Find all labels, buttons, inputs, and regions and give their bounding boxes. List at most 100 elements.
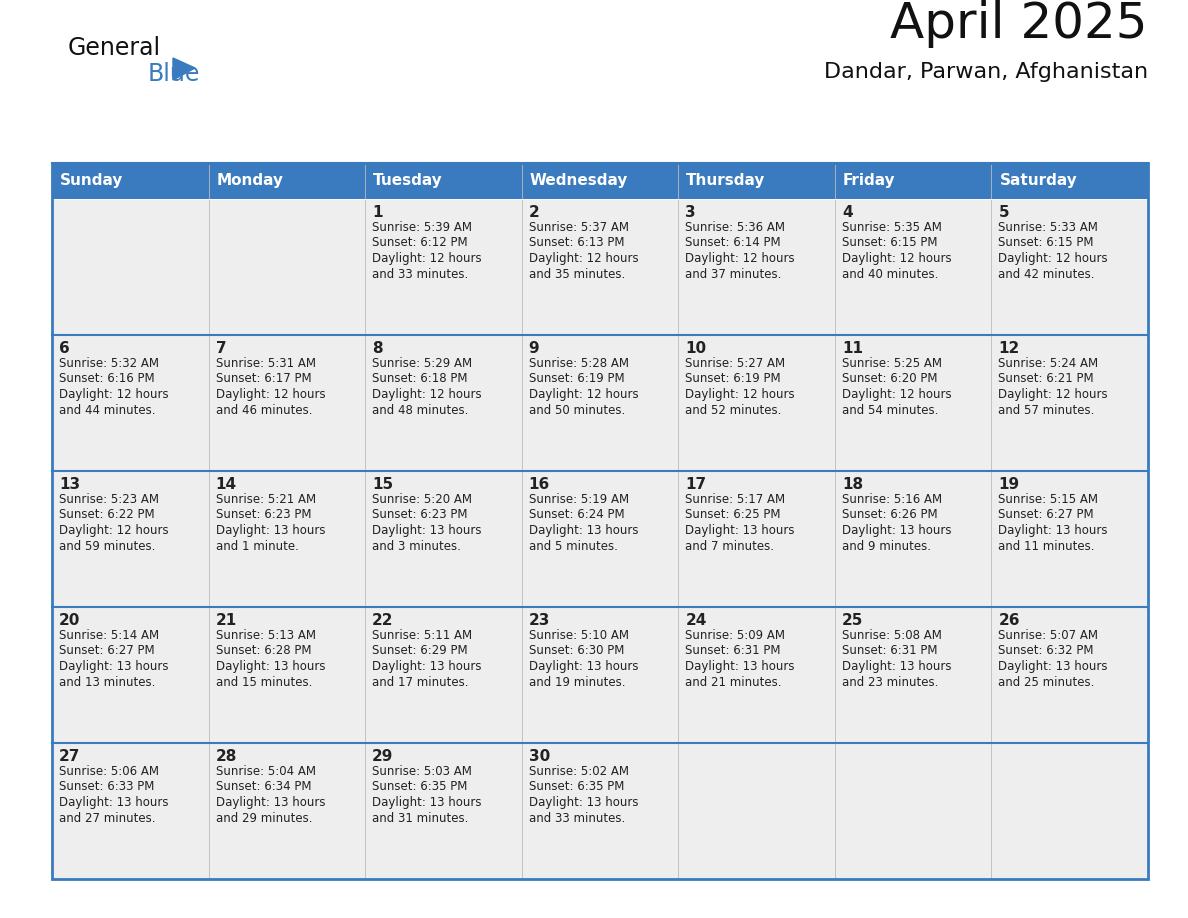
Text: Sunset: 6:16 PM: Sunset: 6:16 PM — [59, 373, 154, 386]
Text: Daylight: 13 hours: Daylight: 13 hours — [215, 796, 326, 809]
Text: Sunrise: 5:27 AM: Sunrise: 5:27 AM — [685, 357, 785, 370]
Text: Daylight: 13 hours: Daylight: 13 hours — [372, 796, 481, 809]
Text: Sunrise: 5:29 AM: Sunrise: 5:29 AM — [372, 357, 473, 370]
Bar — [52, 163, 209, 199]
Text: Wednesday: Wednesday — [530, 174, 628, 188]
Text: Blue: Blue — [148, 62, 201, 86]
Polygon shape — [173, 58, 195, 80]
Text: 1: 1 — [372, 205, 383, 220]
Bar — [678, 163, 835, 199]
Text: Sunset: 6:21 PM: Sunset: 6:21 PM — [998, 373, 1094, 386]
Text: Sunset: 6:34 PM: Sunset: 6:34 PM — [215, 780, 311, 793]
Text: and 25 minutes.: and 25 minutes. — [998, 676, 1095, 688]
Text: Sunset: 6:27 PM: Sunset: 6:27 PM — [59, 644, 154, 657]
Text: and 50 minutes.: and 50 minutes. — [529, 404, 625, 417]
Text: Sunset: 6:28 PM: Sunset: 6:28 PM — [215, 644, 311, 657]
Text: and 1 minute.: and 1 minute. — [215, 540, 298, 553]
Text: Daylight: 13 hours: Daylight: 13 hours — [59, 660, 169, 673]
Text: and 35 minutes.: and 35 minutes. — [529, 267, 625, 281]
Text: and 44 minutes.: and 44 minutes. — [59, 404, 156, 417]
Text: 27: 27 — [59, 749, 81, 764]
Text: and 11 minutes.: and 11 minutes. — [998, 540, 1095, 553]
Text: and 33 minutes.: and 33 minutes. — [529, 812, 625, 824]
Text: 11: 11 — [842, 341, 862, 356]
Text: Daylight: 12 hours: Daylight: 12 hours — [842, 252, 952, 265]
Text: Sunset: 6:29 PM: Sunset: 6:29 PM — [372, 644, 468, 657]
Text: 22: 22 — [372, 613, 393, 628]
Text: and 46 minutes.: and 46 minutes. — [215, 404, 312, 417]
Text: 7: 7 — [215, 341, 226, 356]
Text: 24: 24 — [685, 613, 707, 628]
Text: Sunset: 6:25 PM: Sunset: 6:25 PM — [685, 509, 781, 521]
Text: Sunset: 6:18 PM: Sunset: 6:18 PM — [372, 373, 468, 386]
Text: Sunday: Sunday — [61, 174, 124, 188]
Text: and 21 minutes.: and 21 minutes. — [685, 676, 782, 688]
Text: Sunrise: 5:17 AM: Sunrise: 5:17 AM — [685, 493, 785, 506]
Text: 21: 21 — [215, 613, 236, 628]
Text: 6: 6 — [59, 341, 70, 356]
Text: Sunrise: 5:03 AM: Sunrise: 5:03 AM — [372, 765, 472, 778]
Text: and 33 minutes.: and 33 minutes. — [372, 267, 468, 281]
Text: Thursday: Thursday — [687, 174, 765, 188]
Text: Sunrise: 5:06 AM: Sunrise: 5:06 AM — [59, 765, 159, 778]
Bar — [992, 163, 1148, 199]
Text: Sunset: 6:14 PM: Sunset: 6:14 PM — [685, 237, 781, 250]
Text: Sunset: 6:19 PM: Sunset: 6:19 PM — [685, 373, 781, 386]
Text: Daylight: 13 hours: Daylight: 13 hours — [529, 796, 638, 809]
Text: Daylight: 13 hours: Daylight: 13 hours — [372, 524, 481, 537]
Text: and 15 minutes.: and 15 minutes. — [215, 676, 312, 688]
Text: Sunrise: 5:32 AM: Sunrise: 5:32 AM — [59, 357, 159, 370]
Text: and 52 minutes.: and 52 minutes. — [685, 404, 782, 417]
Text: Tuesday: Tuesday — [373, 174, 443, 188]
Text: 4: 4 — [842, 205, 853, 220]
Text: Sunrise: 5:16 AM: Sunrise: 5:16 AM — [842, 493, 942, 506]
Text: Sunset: 6:23 PM: Sunset: 6:23 PM — [372, 509, 468, 521]
Text: Sunset: 6:31 PM: Sunset: 6:31 PM — [685, 644, 781, 657]
Text: Daylight: 12 hours: Daylight: 12 hours — [372, 388, 482, 401]
Text: Daylight: 13 hours: Daylight: 13 hours — [372, 660, 481, 673]
Text: Sunrise: 5:11 AM: Sunrise: 5:11 AM — [372, 629, 473, 642]
Text: Daylight: 13 hours: Daylight: 13 hours — [685, 524, 795, 537]
Text: Saturday: Saturday — [999, 174, 1078, 188]
Text: Daylight: 13 hours: Daylight: 13 hours — [842, 660, 952, 673]
Text: 29: 29 — [372, 749, 393, 764]
Text: and 27 minutes.: and 27 minutes. — [59, 812, 156, 824]
Text: and 42 minutes.: and 42 minutes. — [998, 267, 1095, 281]
Text: and 31 minutes.: and 31 minutes. — [372, 812, 468, 824]
Text: Sunset: 6:15 PM: Sunset: 6:15 PM — [998, 237, 1094, 250]
Text: Sunrise: 5:31 AM: Sunrise: 5:31 AM — [215, 357, 316, 370]
Text: 25: 25 — [842, 613, 864, 628]
Bar — [209, 163, 365, 199]
Text: Sunrise: 5:28 AM: Sunrise: 5:28 AM — [529, 357, 628, 370]
Text: Dandar, Parwan, Afghanistan: Dandar, Parwan, Afghanistan — [823, 62, 1148, 82]
Text: Daylight: 13 hours: Daylight: 13 hours — [842, 524, 952, 537]
Text: Sunrise: 5:21 AM: Sunrise: 5:21 AM — [215, 493, 316, 506]
Text: Monday: Monday — [216, 174, 284, 188]
Text: Daylight: 12 hours: Daylight: 12 hours — [215, 388, 326, 401]
Text: Daylight: 12 hours: Daylight: 12 hours — [59, 388, 169, 401]
Text: and 40 minutes.: and 40 minutes. — [842, 267, 939, 281]
Text: and 54 minutes.: and 54 minutes. — [842, 404, 939, 417]
Text: and 5 minutes.: and 5 minutes. — [529, 540, 618, 553]
Text: 3: 3 — [685, 205, 696, 220]
Bar — [365, 163, 522, 199]
Text: and 48 minutes.: and 48 minutes. — [372, 404, 468, 417]
Text: Daylight: 12 hours: Daylight: 12 hours — [998, 252, 1108, 265]
Text: Sunset: 6:32 PM: Sunset: 6:32 PM — [998, 644, 1094, 657]
Text: Daylight: 12 hours: Daylight: 12 hours — [529, 252, 638, 265]
Bar — [522, 163, 678, 199]
Text: Daylight: 13 hours: Daylight: 13 hours — [215, 660, 326, 673]
Text: Sunrise: 5:13 AM: Sunrise: 5:13 AM — [215, 629, 316, 642]
Text: Sunrise: 5:07 AM: Sunrise: 5:07 AM — [998, 629, 1099, 642]
Bar — [52, 163, 1148, 879]
Text: and 17 minutes.: and 17 minutes. — [372, 676, 468, 688]
Text: and 37 minutes.: and 37 minutes. — [685, 267, 782, 281]
Text: and 29 minutes.: and 29 minutes. — [215, 812, 312, 824]
Text: and 59 minutes.: and 59 minutes. — [59, 540, 156, 553]
Text: Daylight: 12 hours: Daylight: 12 hours — [59, 524, 169, 537]
Text: 12: 12 — [998, 341, 1019, 356]
Text: Sunset: 6:19 PM: Sunset: 6:19 PM — [529, 373, 625, 386]
Text: Daylight: 13 hours: Daylight: 13 hours — [59, 796, 169, 809]
Text: Sunrise: 5:36 AM: Sunrise: 5:36 AM — [685, 221, 785, 234]
Text: Sunrise: 5:23 AM: Sunrise: 5:23 AM — [59, 493, 159, 506]
